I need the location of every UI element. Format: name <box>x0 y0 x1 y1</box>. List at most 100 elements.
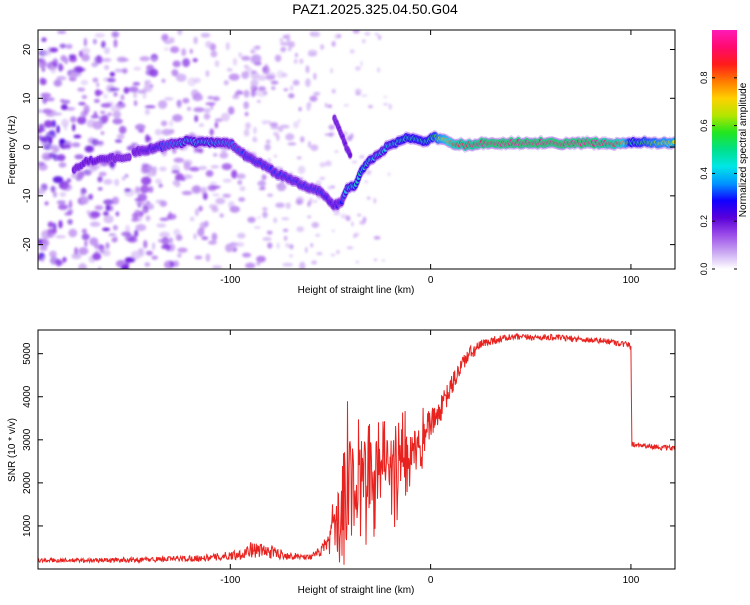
spectrogram-noise-blob <box>88 193 94 199</box>
spectrogram-noise-blob <box>177 253 182 258</box>
spectrogram-noise-blob <box>267 158 272 164</box>
spectrogram-noise-blob <box>340 213 348 219</box>
spectrogram-noise-blob <box>214 60 220 67</box>
spectrogram-xlabel: Height of straight line (km) <box>298 285 415 296</box>
spectrogram-noise-blob <box>120 94 125 101</box>
spectrogram-noise-blob <box>49 47 59 53</box>
spectrogram-noise-blob <box>222 193 231 198</box>
spectrogram-noise-blob <box>353 235 357 238</box>
spectrogram-noise-blob <box>98 266 102 269</box>
spectrogram-noise-blob <box>55 235 66 239</box>
spectrogram-ridge-core <box>127 155 131 160</box>
spectrogram-noise-blob <box>189 216 195 222</box>
spectrogram-noise-blob <box>373 197 376 204</box>
spectrogram-noise-blob <box>194 255 203 260</box>
spectrogram-noise-blob <box>59 43 66 49</box>
colorbar-tick-label: 0.0 <box>699 263 709 276</box>
spectrogram-noise-blob <box>168 37 175 44</box>
spectrogram-noise-blob <box>175 73 187 82</box>
spectrogram-noise-blob <box>152 242 156 251</box>
spectrogram-ridge <box>71 113 675 212</box>
spectrogram-noise-blob <box>297 165 306 174</box>
x-tick-label: -100 <box>220 275 240 286</box>
x-tick-label: 0 <box>428 575 434 586</box>
spectrogram-frame <box>37 29 676 270</box>
spectrogram-noise-blob <box>238 197 246 202</box>
spectrogram-noise-blob <box>44 201 49 206</box>
spectrogram-noise-blob <box>296 156 302 160</box>
colorbar-tick-label: 0.6 <box>699 119 709 132</box>
spectrogram-noise-blob <box>169 260 174 268</box>
spectrogram-noise-blob <box>68 54 77 59</box>
spectrogram-noise-blob <box>310 243 314 248</box>
spectrogram-noise-blob <box>142 92 147 99</box>
spectrogram-noise-blob <box>39 77 45 85</box>
spectrogram-noise-blob <box>111 196 120 205</box>
spectrogram-noise-blob <box>152 57 157 63</box>
spectrogram-noise-blob <box>191 89 199 98</box>
spectrogram-noise-blob <box>214 118 223 122</box>
spectrogram-noise-blob <box>100 103 112 108</box>
y-tick-label: 10 <box>22 92 33 104</box>
spectrogram-noise-blob <box>77 170 85 179</box>
spectrogram-noise-blob <box>64 144 71 149</box>
spectrogram-noise-blob <box>355 88 362 94</box>
spectrogram-noise-blob <box>92 77 99 83</box>
spectrogram-noise-blob <box>205 70 210 77</box>
spectrogram-noise-blob <box>311 260 317 265</box>
spectrogram-noise-blob <box>80 79 89 86</box>
colorbar-tick-label: 0.2 <box>699 215 709 228</box>
spectrogram-noise-blob <box>203 107 211 114</box>
spectrogram-noise-blob <box>209 185 221 189</box>
spectrogram-noise-blob <box>145 134 150 143</box>
spectrogram-noise-blob <box>103 211 109 216</box>
spectrogram-noise-blob <box>313 72 317 80</box>
spectrogram-noise-blob <box>172 114 183 122</box>
spectrogram-noise-blob <box>251 91 258 97</box>
spectrogram-noise-blob <box>118 125 127 134</box>
spectrogram-noise-blob <box>145 215 151 222</box>
spectrogram-noise-blob <box>77 116 87 125</box>
spectrogram-noise-blob <box>38 161 45 166</box>
spectrogram-noise-blob <box>232 94 240 100</box>
spectrogram-noise-blob <box>134 229 139 238</box>
spectrogram-noise-blob <box>104 47 110 55</box>
spectrogram-noise-blob <box>62 256 67 263</box>
spectrogram-noise-blob <box>221 112 230 122</box>
spectrogram-noise-blob <box>210 50 218 58</box>
spectrogram-noise-blob <box>293 121 299 129</box>
spectrogram-noise-blob <box>285 202 291 209</box>
spectrogram-noise-blob <box>38 255 42 261</box>
spectrogram-noise-blob <box>81 53 90 62</box>
spectrogram-noise-blob <box>236 89 241 95</box>
spectrogram-noise-blob <box>387 172 391 177</box>
spectrogram-noise-blob <box>67 208 74 215</box>
spectrogram-noise-blob <box>38 238 43 245</box>
spectrogram-noise-blob <box>357 213 361 217</box>
spectrogram-noise-blob <box>80 111 84 119</box>
spectrogram-noise-blob <box>181 190 193 196</box>
spectrogram-noise-blob <box>110 105 121 113</box>
spectrogram-noise-blob <box>290 85 294 91</box>
spectrogram-noise-blob <box>283 88 289 92</box>
spectrogram-noise-blob <box>114 178 120 186</box>
spectrogram-noise-blob <box>207 96 214 100</box>
spectrogram-noise-blob <box>254 45 261 49</box>
spectrogram-noise-blob <box>159 166 167 172</box>
spectrogram-noise-blob <box>131 142 138 147</box>
spectrogram-noise-blob <box>257 216 261 219</box>
spectrogram-noise-blob <box>345 215 351 222</box>
spectrogram-noise-blob <box>351 160 358 164</box>
spectrogram-noise-blob <box>256 74 268 81</box>
spectrogram-noise-blob <box>182 58 191 68</box>
spectrogram-noise-blob <box>245 122 251 130</box>
spectrogram-noise-blob <box>114 68 124 73</box>
spectrogram-noise-blob <box>219 213 224 218</box>
spectrogram-noise-blob <box>51 120 56 128</box>
spectrogram-noise-blob <box>56 200 66 205</box>
spectrogram-noise-blob <box>96 82 100 88</box>
spectrogram-noise-blob <box>173 228 181 236</box>
spectrogram-noise-blob <box>283 235 288 241</box>
snr-y-axis: 1000 2000 3000 4000 5000 <box>22 342 675 537</box>
spectrogram-noise-blob <box>171 169 180 174</box>
